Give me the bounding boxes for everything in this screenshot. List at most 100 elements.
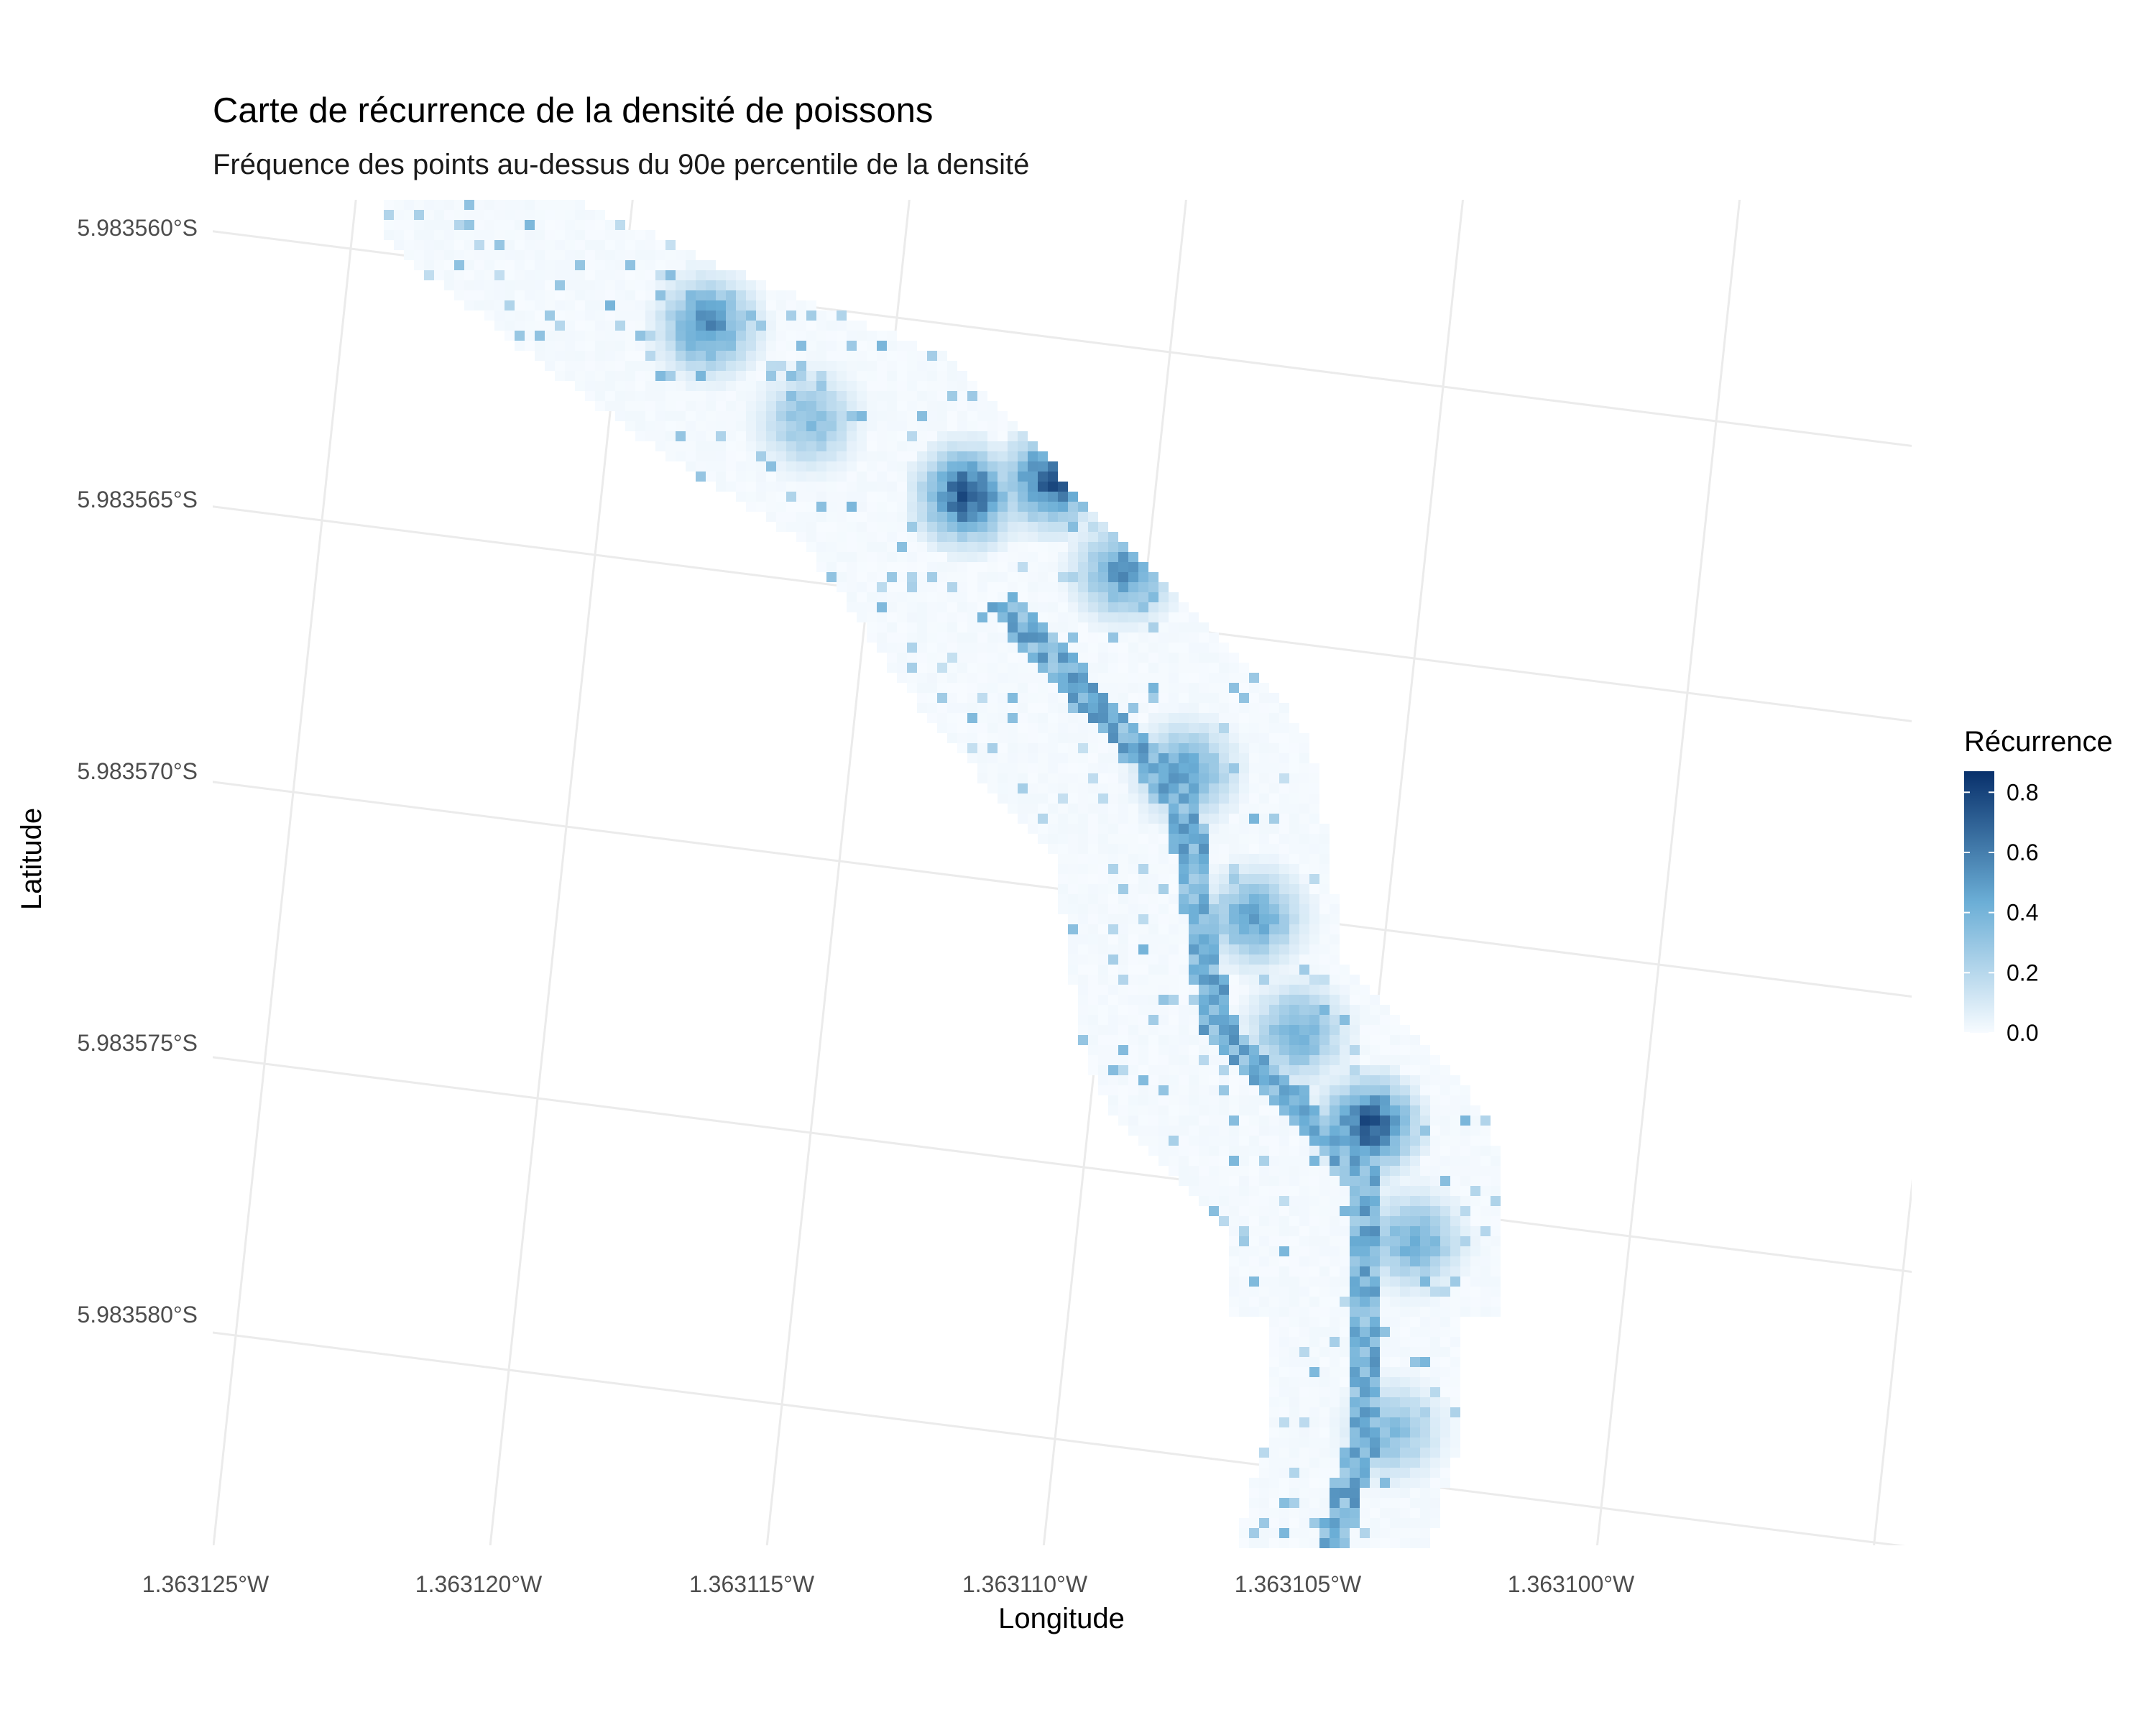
heatmap-cell [726,401,736,411]
heatmap-cell [1380,1307,1390,1317]
heatmap-cell [1289,1327,1299,1337]
heatmap-cell [1420,1538,1430,1548]
heatmap-cell [655,280,665,290]
heatmap-cell [1259,1095,1269,1105]
heatmap-cell [837,341,847,351]
heatmap-cell [1390,1156,1400,1166]
heatmap-cell [998,552,1008,562]
heatmap-cell [1460,1216,1470,1226]
heatmap-cell [716,381,726,391]
heatmap-cell [977,733,987,743]
heatmap-cell [1249,683,1259,693]
heatmap-cell [1018,643,1028,653]
heatmap-cell [1350,1226,1360,1236]
heatmap-cell [1118,693,1128,703]
heatmap-cell [1249,723,1259,733]
heatmap-cell [1008,773,1018,783]
heatmap-cell [505,240,515,250]
heatmap-cell [1491,1176,1501,1186]
heatmap-cell [1289,1216,1299,1226]
heatmap-cell [796,331,806,341]
heatmap-cell [998,683,1008,693]
heatmap-cell [1309,1357,1319,1367]
heatmap-cell [1028,461,1038,472]
heatmap-cell [1219,1065,1229,1075]
heatmap-cell [1088,1065,1098,1075]
heatmap-cell [1360,1256,1370,1266]
heatmap-cell [686,300,696,310]
heatmap-cell [927,401,937,411]
heatmap-cell [857,431,867,441]
heatmap-cell [1148,643,1158,653]
heatmap-cell [1269,814,1279,824]
heatmap-cell [1400,1488,1410,1498]
heatmap-cell [1249,1085,1259,1095]
heatmap-cell [857,562,867,572]
heatmap-cell [1209,874,1219,884]
heatmap-cell [1480,1206,1491,1216]
heatmap-cell [897,441,907,451]
heatmap-cell [867,431,877,441]
heatmap-cell [1098,824,1108,834]
heatmap-cell [676,280,686,290]
heatmap-cell [786,351,796,361]
heatmap-cell [1299,794,1309,804]
heatmap-cell [796,381,806,391]
heatmap-cell [1179,713,1189,723]
heatmap-cell [494,270,505,280]
heatmap-cell [1199,1015,1209,1025]
heatmap-cell [1078,723,1088,733]
heatmap-cell [1440,1095,1450,1105]
legend-title: Récurrence [1964,726,2113,758]
heatmap-cell [756,431,766,441]
heatmap-cell [1380,1105,1390,1116]
heatmap-cell [525,230,535,240]
heatmap-cell [796,361,806,371]
heatmap-cell [1128,582,1138,592]
heatmap-cell [1098,954,1108,965]
heatmap-cell [1158,1156,1169,1166]
heatmap-cell [977,391,987,401]
heatmap-cell [595,321,605,331]
heatmap-cell [1008,451,1018,461]
heatmap-cell [414,260,424,270]
heatmap-cell [1430,1186,1440,1196]
heatmap-cell [837,562,847,572]
heatmap-cell [1309,1488,1319,1498]
heatmap-cell [1128,1126,1138,1136]
heatmap-cell [1068,522,1078,532]
heatmap-cell [927,693,937,703]
heatmap-cell [1350,1246,1360,1256]
heatmap-cell [535,200,545,210]
heatmap-cell [1259,1266,1269,1276]
heatmap-cell [1189,632,1199,643]
heatmap-cell [1008,421,1018,431]
heatmap-cell [1128,773,1138,783]
heatmap-cell [1058,874,1068,884]
heatmap-cell [1179,1025,1189,1035]
heatmap-cell [1259,1236,1269,1246]
heatmap-cell [847,431,857,441]
heatmap-cell [927,632,937,643]
heatmap-cell [1088,773,1098,783]
heatmap-cell [917,693,927,703]
heatmap-cell [515,331,525,341]
heatmap-cell [1340,1216,1350,1226]
heatmap-cell [1138,965,1148,975]
heatmap-cell [1048,572,1058,582]
heatmap-cell [1108,663,1118,673]
heatmap-cell [847,602,857,612]
heatmap-cell [1068,663,1078,673]
heatmap-cell [706,391,716,401]
heatmap-cell [917,522,927,532]
heatmap-cell [1189,753,1199,763]
heatmap-cell [1108,683,1118,693]
heatmap-cell [1299,1367,1309,1377]
heatmap-cell [1360,1206,1370,1216]
heatmap-cell [736,492,746,502]
heatmap-cell [1269,1065,1279,1075]
heatmap-cell [1330,1116,1340,1126]
heatmap-cell [1118,723,1128,733]
heatmap-cell [1098,814,1108,824]
heatmap-cell [1390,1478,1400,1488]
